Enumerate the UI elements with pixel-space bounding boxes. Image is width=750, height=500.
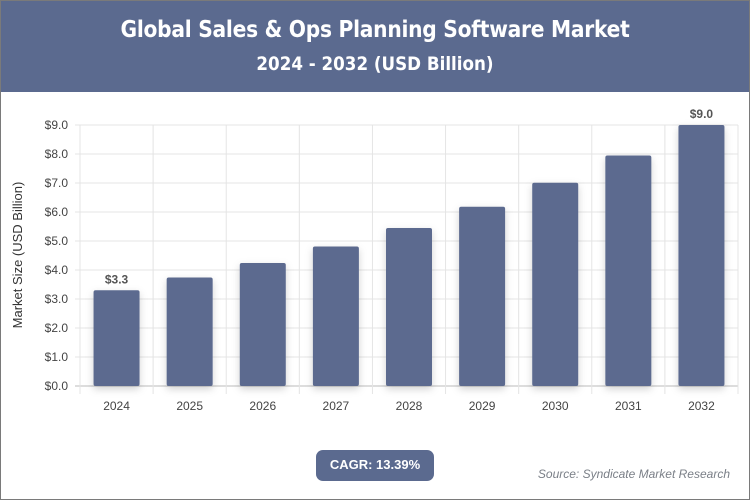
bar-2025 (166, 277, 213, 386)
bar-2032 (678, 125, 725, 386)
x-tick-label: 2030 (542, 399, 569, 413)
bar-2029 (459, 206, 506, 386)
x-tick-label: 2026 (249, 399, 276, 413)
bar-2030 (532, 182, 579, 386)
data-label-2024: $3.3 (105, 272, 129, 286)
chart-title: Global Sales & Ops Planning Software Mar… (120, 17, 630, 43)
y-tick-label: $1.0 (45, 350, 69, 364)
x-tick-label: 2028 (396, 399, 423, 413)
x-tick-label: 2031 (615, 399, 642, 413)
y-tick-label: $2.0 (45, 321, 69, 335)
x-tick-label: 2029 (469, 399, 496, 413)
chart-subtitle: 2024 - 2032 (USD Billion) (256, 53, 494, 75)
y-axis-label: Market Size (USD Billion) (10, 182, 25, 329)
y-tick-label: $6.0 (45, 205, 69, 219)
y-tick-label: $9.0 (45, 118, 69, 132)
bar-2024 (93, 290, 140, 386)
x-tick-label: 2025 (176, 399, 203, 413)
cagr-badge: CAGR: 13.39% (316, 450, 434, 481)
x-tick-label: 2032 (688, 399, 715, 413)
bar-2031 (605, 155, 652, 386)
y-tick-label: $7.0 (45, 176, 69, 190)
data-label-2032: $9.0 (690, 107, 714, 121)
y-tick-label: $3.0 (45, 292, 69, 306)
y-tick-label: $4.0 (45, 263, 69, 277)
x-tick-label: 2027 (323, 399, 350, 413)
x-tick-label: 2024 (103, 399, 130, 413)
y-tick-label: $0.0 (45, 379, 69, 393)
y-tick-label: $8.0 (45, 147, 69, 161)
y-tick-label: $5.0 (45, 234, 69, 248)
bar-2028 (386, 227, 432, 386)
bar-2026 (239, 263, 286, 386)
source-note: Source: Syndicate Market Research (537, 467, 730, 481)
bar-2027 (312, 246, 359, 386)
chart-header: Global Sales & Ops Planning Software Mar… (1, 1, 749, 92)
